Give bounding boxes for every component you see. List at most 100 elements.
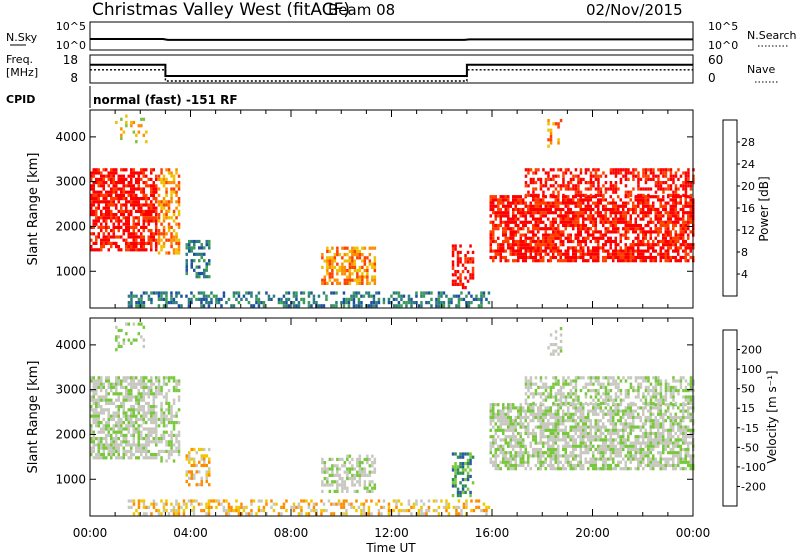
- scatter-cell: [602, 415, 605, 420]
- scatter-cell: [150, 421, 153, 425]
- scatter-cell: [185, 473, 188, 477]
- scatter-cell: [627, 249, 630, 253]
- scatter-cell: [170, 238, 173, 242]
- scatter-cell: [682, 460, 685, 464]
- scatter-cell: [165, 203, 168, 207]
- scatter-cell: [629, 246, 632, 250]
- scatter-cell: [637, 415, 640, 420]
- scatter-cell: [509, 220, 512, 224]
- scatter-cell: [639, 406, 642, 410]
- scatter-cell: [127, 417, 130, 421]
- scatter-cell: [622, 168, 625, 172]
- scatter-cell: [639, 463, 642, 468]
- scatter-cell: [672, 223, 675, 228]
- scatter-cell: [634, 217, 637, 221]
- scatter-cell: [90, 405, 93, 409]
- scatter-cell: [125, 206, 128, 210]
- scatter-cell: [502, 419, 505, 423]
- scatter-cell: [594, 457, 597, 461]
- scatter-cell: [92, 225, 95, 229]
- scatter-cell: [328, 256, 332, 260]
- scatter-cell: [609, 214, 612, 218]
- scatter-cell: [499, 195, 502, 199]
- scatter-cell: [667, 409, 670, 413]
- scatter-cell: [527, 435, 530, 439]
- scatter-cell: [514, 217, 517, 221]
- scatter-cell: [187, 304, 191, 308]
- scatter-cell: [567, 435, 570, 439]
- scatter-cell: [328, 265, 332, 269]
- scatter-cell: [527, 211, 530, 215]
- scatter-cell: [105, 193, 108, 197]
- scatter-cell: [165, 301, 168, 305]
- scatter-cell: [127, 408, 130, 412]
- scatter-cell: [175, 294, 178, 298]
- scatter-cell: [564, 444, 567, 448]
- scatter-cell: [629, 223, 632, 228]
- scatter-cell: [569, 181, 573, 185]
- scatter-cell: [507, 428, 510, 432]
- scatter-cell: [469, 244, 472, 248]
- scatter-cell: [110, 203, 113, 207]
- scatter-cell: [137, 130, 141, 134]
- scatter-cell: [165, 440, 168, 444]
- scatter-cell: [544, 435, 547, 439]
- scatter-cell: [205, 239, 208, 244]
- scatter-cell: [494, 211, 497, 215]
- scatter-cell: [559, 415, 562, 420]
- colorbar-frame: [722, 119, 738, 297]
- scatter-cell: [614, 236, 617, 240]
- scatter-cell: [674, 441, 677, 445]
- scatter-cell: [689, 204, 692, 208]
- scatter-cell: [502, 239, 505, 244]
- scatter-cell: [657, 428, 660, 432]
- scatter-cell: [679, 236, 682, 240]
- cpid-label: CPID: [6, 93, 35, 106]
- scatter-cell: [612, 252, 615, 256]
- scatter-cell: [338, 265, 342, 269]
- scatter-cell: [677, 193, 680, 197]
- scatter-cell: [579, 239, 582, 244]
- scatter-cell: [112, 385, 115, 389]
- scatter-cell: [502, 255, 505, 260]
- scatter-cell: [90, 245, 93, 249]
- scatter-cell: [547, 454, 550, 458]
- scatter-cell: [122, 453, 125, 457]
- scatter-cell: [170, 411, 173, 415]
- scatter-cell: [102, 430, 105, 434]
- scatter-cell: [456, 276, 460, 280]
- scatter-cell: [652, 444, 655, 448]
- scatter-cell: [502, 457, 505, 461]
- scatter-cell: [95, 414, 98, 418]
- scatter-cell: [366, 454, 369, 458]
- scatter-cell: [574, 174, 578, 178]
- scatter-cell: [137, 424, 140, 428]
- scatter-cell: [682, 419, 685, 423]
- scatter-cell: [544, 406, 547, 410]
- scatter-cell: [198, 275, 201, 279]
- scatter-cell: [579, 460, 582, 464]
- scatter-cell: [190, 473, 193, 477]
- scatter-cell: [599, 198, 602, 202]
- scatter-cell: [170, 225, 173, 229]
- scatter-cell: [341, 486, 344, 490]
- scatter-cell: [356, 272, 359, 276]
- scatter-cell: [356, 464, 359, 468]
- scatter-cell: [461, 282, 465, 286]
- scatter-cell: [95, 408, 98, 412]
- scatter-cell: [107, 411, 110, 415]
- scatter-cell: [150, 203, 153, 207]
- scatter-cell: [644, 236, 647, 240]
- scatter-cell: [522, 211, 525, 215]
- scatter-cell: [652, 419, 655, 423]
- scatter-cell: [534, 217, 537, 221]
- scatter-cell: [647, 249, 650, 253]
- scatter-cell: [564, 217, 567, 221]
- scatter-cell: [667, 230, 670, 234]
- scatter-cell: [597, 246, 600, 250]
- scatter-cell: [375, 304, 378, 308]
- scatter-cell: [554, 447, 557, 452]
- scatter-cell: [552, 217, 555, 221]
- scatter-cell: [644, 422, 647, 426]
- scatter-cell: [117, 216, 120, 220]
